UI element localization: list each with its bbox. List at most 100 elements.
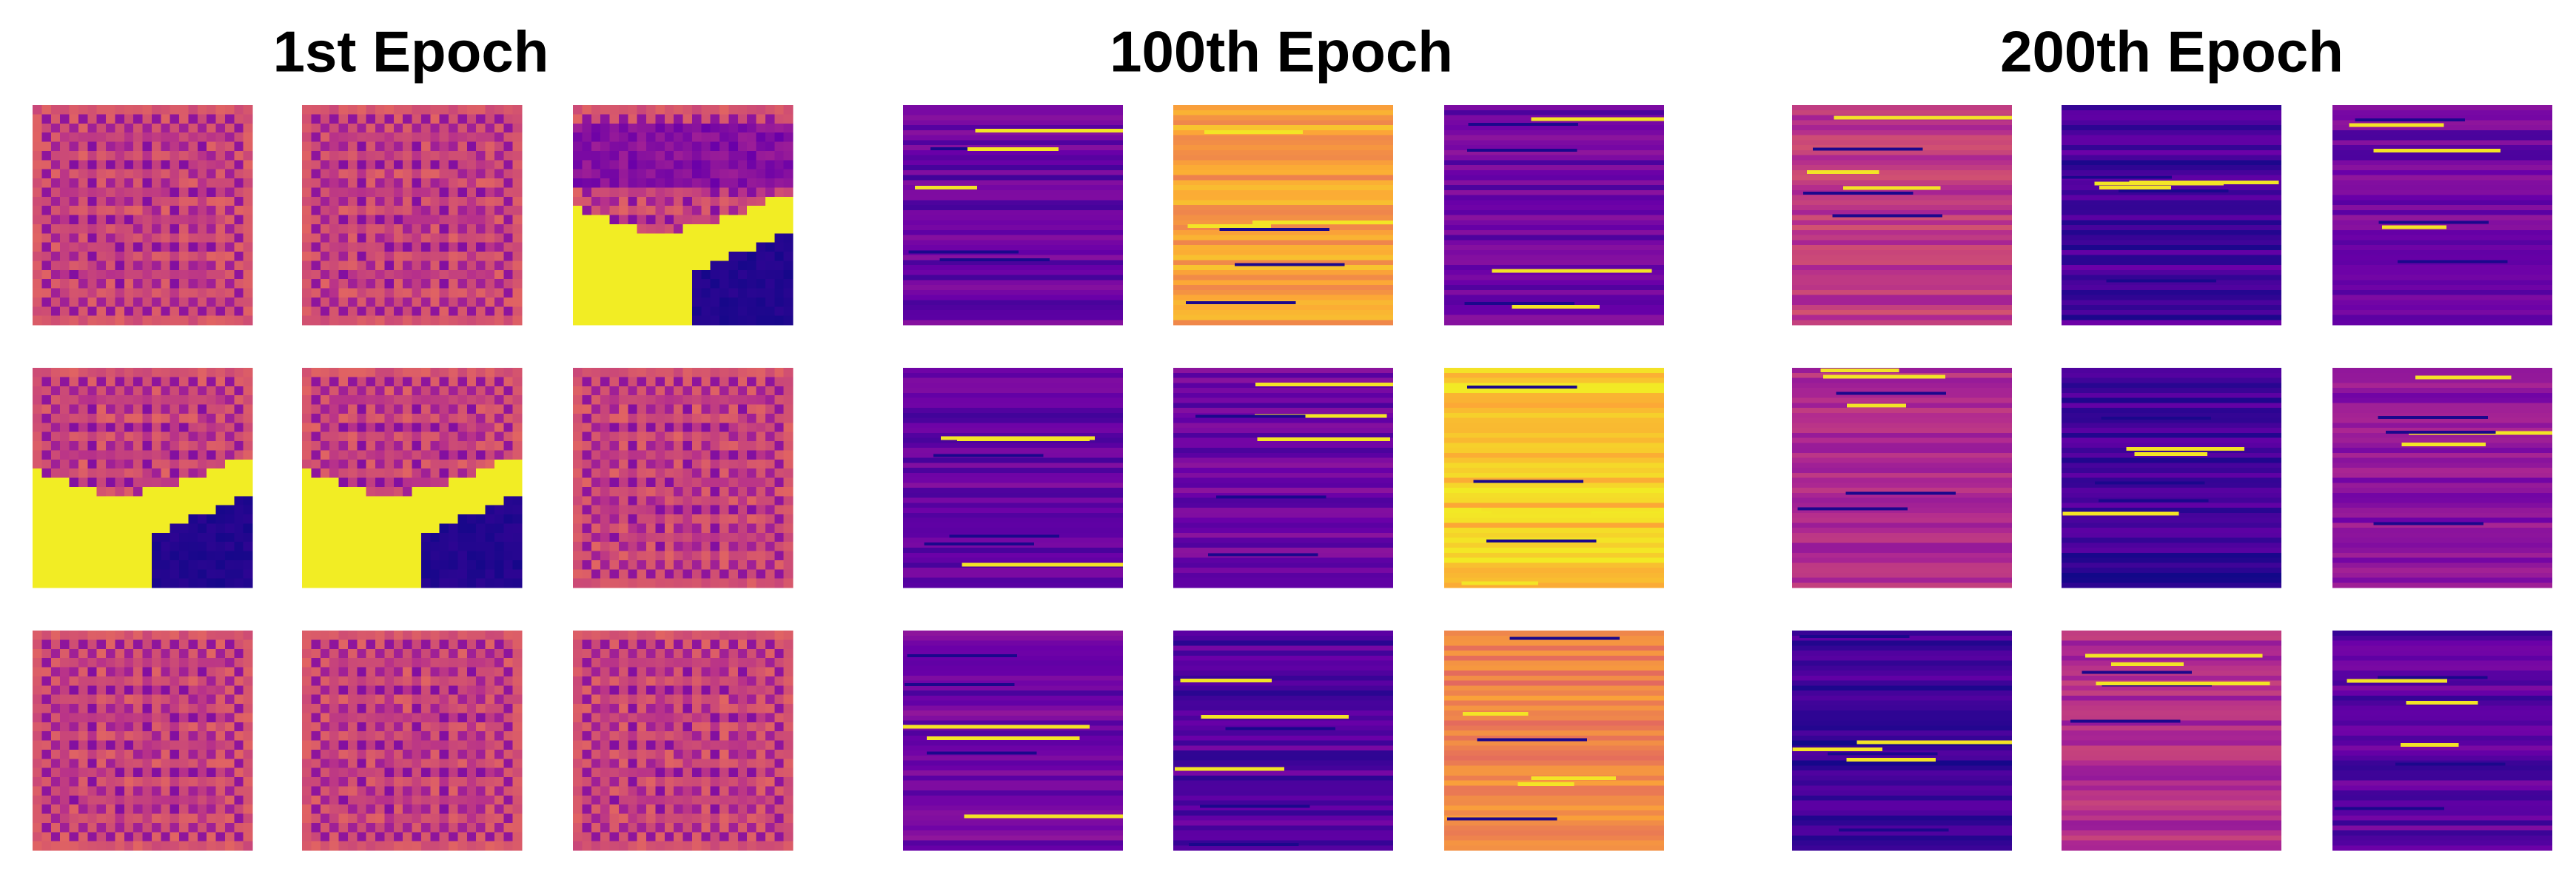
heatmap-cell bbox=[347, 105, 358, 115]
heatmap-cell bbox=[151, 423, 161, 433]
heatmap-cell bbox=[33, 759, 42, 769]
heatmap-cell bbox=[466, 767, 477, 778]
heatmap-cell bbox=[33, 704, 42, 713]
heatmap-cell bbox=[320, 786, 330, 796]
heatmap-cell bbox=[384, 169, 395, 179]
heatmap-cell bbox=[628, 759, 638, 769]
heatmap-cell bbox=[756, 395, 766, 405]
heatmap-cell bbox=[430, 123, 440, 133]
heatmap-cell bbox=[701, 759, 711, 769]
heatmap-cell bbox=[476, 560, 486, 570]
heatmap-cell bbox=[375, 841, 385, 851]
heatmap-cell bbox=[179, 105, 189, 115]
heatmap-cell bbox=[366, 477, 376, 488]
heatmap-cell bbox=[142, 496, 152, 506]
heatmap-cell bbox=[710, 279, 720, 289]
heatmap-cell bbox=[188, 713, 198, 723]
heatmap-cell bbox=[637, 169, 647, 179]
heatmap-cell bbox=[161, 132, 171, 142]
heatmap-cell bbox=[591, 288, 601, 298]
heatmap-cell bbox=[311, 423, 321, 433]
heatmap-cell bbox=[783, 150, 794, 161]
heatmap-cell bbox=[783, 542, 794, 551]
heatmap-cell bbox=[737, 740, 748, 750]
heatmap-cell bbox=[457, 252, 468, 261]
heatmap-cell bbox=[207, 542, 216, 551]
heatmap-cell bbox=[628, 631, 638, 640]
heatmap-cell bbox=[756, 658, 766, 668]
heatmap-cell bbox=[243, 306, 253, 317]
heatmap-cell bbox=[476, 105, 486, 115]
heatmap-cell bbox=[133, 767, 143, 778]
heatmap-cell bbox=[224, 551, 235, 561]
heatmap-cell bbox=[234, 279, 244, 289]
heatmap-cell bbox=[124, 514, 134, 524]
heatmap-cell bbox=[457, 532, 468, 542]
heatmap-cell bbox=[774, 233, 785, 243]
heatmap-cell bbox=[774, 505, 785, 515]
heatmap-cell bbox=[347, 822, 358, 833]
heatmap-cell bbox=[618, 196, 628, 206]
heatmap-cell bbox=[412, 279, 422, 289]
heatmap-cell bbox=[96, 694, 107, 705]
heatmap-cell bbox=[115, 279, 125, 289]
heatmap-cell bbox=[133, 368, 143, 377]
heatmap-cell bbox=[737, 386, 748, 396]
heatmap-cell bbox=[449, 431, 458, 442]
heatmap-cell bbox=[582, 150, 592, 161]
heatmap-cell bbox=[170, 551, 180, 561]
heatmap-cell bbox=[655, 639, 665, 650]
heatmap-cell bbox=[503, 123, 514, 133]
heatmap-cell bbox=[96, 505, 107, 515]
heatmap-cell bbox=[430, 459, 440, 469]
heatmap-cell bbox=[457, 297, 468, 307]
heatmap-cell bbox=[674, 431, 683, 442]
heatmap-cell bbox=[674, 658, 683, 668]
heatmap-cell bbox=[710, 269, 720, 280]
heatmap-cell bbox=[329, 450, 339, 460]
heatmap-cell bbox=[646, 468, 656, 478]
heatmap-cell bbox=[737, 542, 748, 551]
heatmap-cell bbox=[78, 160, 88, 170]
heatmap-cell bbox=[591, 423, 601, 433]
heatmap-cell bbox=[512, 523, 523, 534]
heatmap-cell bbox=[783, 731, 794, 741]
heatmap-cell bbox=[234, 150, 244, 161]
heatmap-cell bbox=[115, 132, 125, 142]
heatmap-cell bbox=[197, 132, 207, 142]
heatmap-cell bbox=[655, 423, 665, 433]
heatmap-cell bbox=[50, 713, 61, 723]
heatmap-cell bbox=[302, 169, 312, 179]
heatmap-cell bbox=[618, 404, 628, 414]
heatmap-cell bbox=[170, 631, 180, 640]
heatmap-cell bbox=[197, 261, 207, 271]
heatmap-cell bbox=[420, 532, 431, 542]
heatmap-cell bbox=[774, 160, 785, 170]
heatmap-cell bbox=[161, 196, 171, 206]
heatmap-cell bbox=[430, 315, 440, 326]
heatmap-cell bbox=[366, 441, 376, 451]
heatmap-cell bbox=[329, 261, 339, 271]
heatmap-cell bbox=[60, 648, 70, 659]
heatmap-cell bbox=[179, 242, 189, 252]
heatmap-cell bbox=[403, 731, 412, 741]
heatmap-cell bbox=[161, 639, 171, 650]
heatmap-cell bbox=[774, 105, 785, 115]
heatmap-cell bbox=[710, 722, 720, 732]
heatmap-cell bbox=[628, 704, 638, 713]
heatmap-cell bbox=[765, 578, 775, 588]
heatmap-cell bbox=[338, 694, 349, 705]
heatmap-cell bbox=[747, 404, 757, 414]
heatmap-cell bbox=[60, 841, 70, 851]
heatmap-cell bbox=[503, 477, 514, 488]
heatmap-cell bbox=[329, 578, 339, 588]
heatmap-cell bbox=[161, 288, 171, 298]
heatmap-cell bbox=[674, 523, 683, 534]
heatmap-cell bbox=[69, 279, 79, 289]
heatmap-cell bbox=[756, 150, 766, 161]
heatmap-cell bbox=[573, 215, 583, 225]
heatmap-cell bbox=[78, 431, 88, 442]
heatmap-cell bbox=[646, 423, 656, 433]
heatmap-cell bbox=[188, 315, 198, 326]
heatmap-cell bbox=[403, 795, 412, 805]
